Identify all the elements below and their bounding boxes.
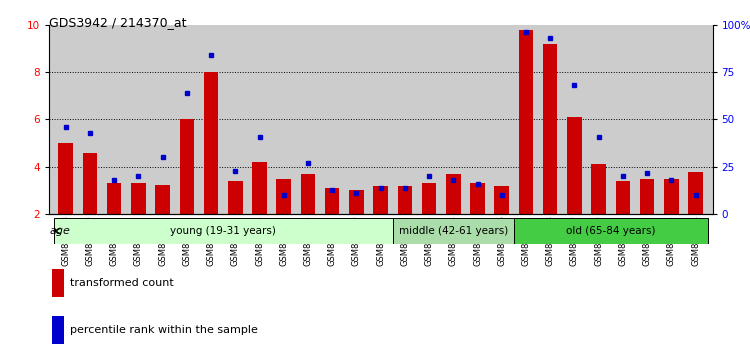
Bar <box>688 172 703 214</box>
Text: age: age <box>50 226 70 236</box>
Bar <box>393 218 514 244</box>
Bar <box>301 174 315 214</box>
Bar <box>398 186 412 214</box>
Bar <box>52 316 64 344</box>
Text: middle (42-61 years): middle (42-61 years) <box>399 226 508 236</box>
Bar <box>325 188 340 214</box>
Bar <box>374 186 388 214</box>
Bar <box>179 119 194 214</box>
Bar <box>228 181 242 214</box>
Bar <box>53 218 393 244</box>
Bar <box>82 153 98 214</box>
Bar <box>107 183 122 214</box>
Bar <box>616 181 630 214</box>
Bar <box>567 117 582 214</box>
Bar <box>422 183 436 214</box>
Bar <box>52 269 64 297</box>
Bar <box>514 218 708 244</box>
Text: old (65-84 years): old (65-84 years) <box>566 226 656 236</box>
Bar <box>543 44 557 214</box>
Bar <box>155 184 170 214</box>
Text: percentile rank within the sample: percentile rank within the sample <box>70 325 258 335</box>
Bar <box>252 162 267 214</box>
Bar <box>664 179 679 214</box>
Text: GDS3942 / 214370_at: GDS3942 / 214370_at <box>49 16 186 29</box>
Bar <box>131 183 146 214</box>
Bar <box>640 179 654 214</box>
Bar <box>592 165 606 214</box>
Text: transformed count: transformed count <box>70 278 173 288</box>
Bar <box>277 179 291 214</box>
Bar <box>494 186 509 214</box>
Bar <box>350 190 364 214</box>
Bar <box>519 29 533 214</box>
Bar <box>58 143 73 214</box>
Bar <box>204 72 218 214</box>
Text: young (19-31 years): young (19-31 years) <box>170 226 276 236</box>
Bar <box>446 174 460 214</box>
Bar <box>470 183 484 214</box>
